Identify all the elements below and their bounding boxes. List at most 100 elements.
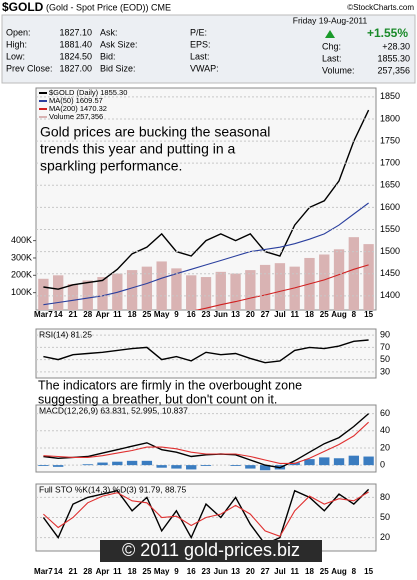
- x-tick-label: 21: [69, 310, 78, 319]
- bar: [186, 465, 197, 470]
- bar: [333, 458, 345, 466]
- header-box: [1, 14, 416, 84]
- legend-label: $GOLD (Daily) 1855.30: [49, 88, 127, 97]
- y-tick-label: 1850: [380, 91, 400, 101]
- x-tick-label: 11: [290, 567, 299, 576]
- legend-label: MA(200) 1470.32: [49, 104, 107, 113]
- annotation: suggesting a breather, but don't count o…: [38, 392, 277, 406]
- series-line: [194, 264, 369, 310]
- stat-label: Volume:: [322, 65, 355, 75]
- x-tick-label: 28: [83, 310, 92, 319]
- y-tick-label: 1400: [380, 290, 400, 300]
- bar: [230, 273, 241, 310]
- bar: [230, 465, 241, 466]
- header-cell: Prev Close:: [6, 63, 53, 73]
- legend-label: Volume 257,356: [49, 112, 103, 121]
- symbol: $GOLD: [2, 0, 44, 14]
- bar: [259, 465, 271, 471]
- y-tick-label: 1700: [380, 158, 400, 168]
- bar: [126, 460, 138, 466]
- bar: [245, 465, 256, 469]
- header-cell: Open:: [6, 27, 31, 37]
- annotation: sparkling performance.: [40, 158, 182, 174]
- x-tick-label: 16: [187, 567, 196, 576]
- bar: [259, 264, 271, 310]
- y-tick-label: 60: [380, 408, 390, 418]
- y-tick-label: 50: [380, 512, 390, 522]
- y-tick-label: 90: [380, 330, 390, 340]
- series-line: [43, 202, 369, 306]
- x-tick-label: 18: [305, 310, 314, 319]
- x-tick-label: Apr: [96, 567, 110, 576]
- series-line: [43, 421, 369, 464]
- bar: [215, 271, 226, 310]
- header-cell: 1881.40: [59, 39, 92, 49]
- x-tick-label: 11: [113, 310, 122, 319]
- x-tick-label: 9: [174, 310, 179, 319]
- x-tick-label: 16: [187, 310, 196, 319]
- header-cell: Bid:: [100, 51, 116, 61]
- series-line: [43, 339, 369, 364]
- y-tick-label: 1600: [380, 202, 400, 212]
- stat-value: 257,356: [377, 65, 410, 75]
- bar: [38, 465, 49, 466]
- bar: [38, 278, 49, 310]
- annotation: The indicators are firmly in the overbou…: [38, 378, 302, 392]
- panel-title: MACD(12,26,9) 63.831, 52.995, 10.837: [39, 405, 188, 415]
- bar: [363, 456, 374, 466]
- annotation: Gold prices are bucking the seasonal: [40, 124, 270, 140]
- bar: [171, 465, 182, 469]
- bar: [274, 263, 286, 310]
- bar: [53, 465, 64, 467]
- x-tick-label: Mar7: [34, 567, 53, 576]
- y2-tick-label: 400K: [11, 235, 32, 245]
- y-tick-label: 1550: [380, 224, 400, 234]
- x-tick-label: 28: [83, 567, 92, 576]
- legend-label: MA(50) 1609.57: [49, 96, 103, 105]
- x-tick-label: Jun: [214, 310, 228, 319]
- x-tick-label: Apr: [96, 310, 110, 319]
- x-tick-label: 21: [69, 567, 78, 576]
- bar: [67, 283, 79, 310]
- x-tick-label: 20: [246, 310, 255, 319]
- bar: [171, 268, 182, 310]
- x-tick-label: 14: [54, 310, 63, 319]
- x-tick-label: 27: [261, 567, 270, 576]
- change-pct: +1.55%: [367, 26, 408, 40]
- x-tick-label: Jun: [214, 567, 228, 576]
- bar: [319, 254, 330, 310]
- x-tick-label: 11: [113, 567, 122, 576]
- bar: [126, 270, 138, 310]
- header-cell: Bid Size:: [100, 63, 136, 73]
- x-tick-label: 15: [364, 310, 373, 319]
- bar: [82, 280, 93, 310]
- header-cell: 1827.10: [59, 27, 92, 37]
- y2-tick-label: 300K: [11, 252, 32, 262]
- header-cell: Low:: [6, 51, 25, 61]
- bar: [97, 462, 108, 466]
- x-tick-label: 18: [305, 567, 314, 576]
- stat-value: 1855.30: [377, 53, 410, 63]
- header-cell: VWAP:: [190, 63, 219, 73]
- y-tick-label: 40: [380, 425, 390, 435]
- bar: [156, 465, 167, 468]
- bar: [363, 244, 374, 310]
- y-tick-label: 80: [380, 492, 390, 502]
- y-tick-label: 1750: [380, 135, 400, 145]
- y-tick-label: 20: [380, 532, 390, 542]
- header-cell: Last:: [190, 51, 210, 61]
- x-tick-label: Jul: [274, 567, 286, 576]
- bar: [245, 270, 256, 310]
- y-tick-label: 1500: [380, 246, 400, 256]
- bar: [53, 275, 64, 310]
- bar: [333, 249, 345, 310]
- plot-area: [35, 328, 377, 379]
- series-line: [43, 491, 369, 537]
- panel-title: RSI(14) 81.25: [39, 329, 92, 339]
- y-tick-label: 50: [380, 354, 390, 364]
- x-tick-label: Aug: [331, 567, 347, 576]
- x-tick-label: 11: [290, 310, 299, 319]
- y2-tick-label: 100K: [11, 287, 32, 297]
- stat-value: +28.30: [382, 41, 410, 51]
